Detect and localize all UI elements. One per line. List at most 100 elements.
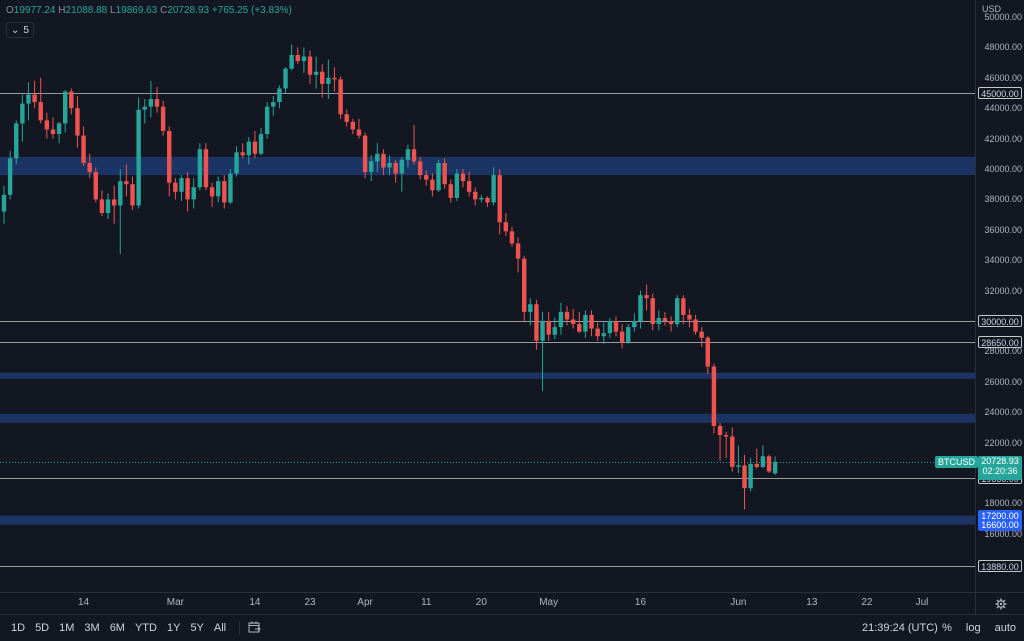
candle-body [271, 102, 276, 107]
candle-body [20, 103, 25, 124]
level-price-tag: 28650.00 [978, 335, 1022, 348]
candle-body [736, 465, 741, 467]
price-tick-label: 50000.00 [984, 12, 1022, 22]
calendar-goto-icon [248, 621, 261, 632]
candle-body [760, 456, 766, 467]
candle-body [240, 152, 245, 156]
time-tick-label: Mar [166, 597, 184, 608]
candle-body [454, 173, 460, 198]
candle-body [26, 94, 31, 104]
timeframe-1m[interactable]: 1M [59, 622, 75, 634]
indicator-count: 5 [23, 24, 29, 36]
timeframe-1d[interactable]: 1D [11, 622, 26, 634]
price-axis[interactable]: USD 16000.0018000.0020000.0022000.002400… [975, 0, 1024, 592]
candle-body [111, 199, 117, 206]
candle-body [479, 197, 484, 200]
candle-body [32, 94, 37, 103]
auto-scale-toggle[interactable]: auto [994, 622, 1016, 634]
candle-body [338, 79, 343, 115]
candle-body [442, 162, 447, 185]
chart-area[interactable]: O19977.24 H21088.88 L19869.63 C20728.93 … [0, 0, 975, 592]
level-price-tag: 13880.00 [978, 560, 1022, 573]
candle-body [142, 106, 147, 110]
candle-body [56, 123, 62, 135]
candle-body [638, 295, 643, 321]
indicators-collapse-button[interactable]: ⌄ 5 [6, 22, 34, 38]
chart-canvas[interactable] [0, 0, 975, 592]
candle-body [7, 158, 13, 195]
candle-body [399, 159, 404, 174]
open-label: O [6, 5, 14, 16]
candle-body [387, 162, 392, 168]
price-tick-label: 42000.00 [984, 133, 1022, 144]
candle-body [252, 141, 258, 154]
price-tick-label: 18000.00 [984, 498, 1022, 509]
candle-body [69, 91, 74, 109]
candle-body [362, 135, 368, 173]
price-tick-label: 44000.00 [984, 103, 1022, 114]
candle-body [393, 162, 398, 174]
candle-body [130, 184, 135, 206]
log-scale-toggle[interactable]: log [965, 622, 981, 634]
percent-scale-toggle[interactable]: % [942, 622, 952, 634]
candle-body [546, 321, 551, 335]
timeframe-3m[interactable]: 3M [84, 622, 100, 634]
time-tick-label: Apr [357, 597, 373, 608]
candle-body [699, 331, 704, 338]
candle-body [754, 463, 759, 467]
time-axis[interactable]: 14 Mar 14 23 Apr 11 20 May 16 Jun 13 22 Jul [0, 592, 975, 615]
candle-body [179, 178, 184, 192]
current-price-value: 20728.93 [981, 455, 1019, 466]
candle-body [436, 162, 441, 191]
time-tick-label: 23 [304, 597, 316, 608]
candle-body [497, 175, 502, 223]
price-tick-label: 46000.00 [984, 72, 1022, 83]
candle-body [730, 436, 735, 467]
candle-body [344, 114, 349, 122]
candle-body [136, 109, 141, 206]
price-tick-label: 48000.00 [984, 42, 1022, 53]
chart-settings-button[interactable] [975, 592, 1024, 615]
candle-body [369, 161, 374, 173]
candle-body [632, 321, 637, 328]
goto-date-button[interactable] [248, 621, 261, 636]
candle-body [570, 319, 576, 325]
timeframe-5y[interactable]: 5Y [190, 622, 204, 634]
candle-body [748, 463, 753, 489]
price-tick-label: 34000.00 [984, 255, 1022, 266]
price-tick-label: 16000.00 [984, 528, 1022, 539]
candle-body [766, 456, 772, 472]
candle-body [503, 222, 509, 232]
candle-body [222, 181, 227, 203]
toolbar-divider [239, 621, 241, 635]
candle-body [650, 298, 655, 325]
candle-body [246, 141, 251, 156]
bottom-toolbar: 1D 5D 1M 3M 6M YTD 1Y 5Y All 21:39:24 (U… [0, 614, 1024, 641]
candle-body [534, 304, 539, 341]
bar-countdown: 02:20:36 [982, 465, 1018, 476]
currency-label: USD [982, 4, 1002, 14]
candle-body [197, 149, 203, 188]
candle-body [118, 181, 123, 206]
candle-body [264, 106, 270, 135]
candle-body [711, 366, 717, 426]
candle-body [466, 181, 472, 192]
candle-body [558, 311, 564, 328]
timeframe-1y[interactable]: 1Y [166, 622, 181, 634]
utc-clock[interactable]: 21:39:24 (UTC) [862, 622, 938, 634]
candle-body [687, 314, 692, 320]
candle-body [424, 175, 429, 180]
close-value: 20728.93 [167, 5, 210, 16]
candle-body [417, 161, 423, 176]
timeframe-6m[interactable]: 6M [109, 622, 125, 634]
candle-body [564, 311, 570, 320]
candle-body [601, 333, 606, 337]
timeframe-5d[interactable]: 5D [35, 622, 50, 634]
candle-body [381, 153, 386, 168]
price-tick-label: 22000.00 [984, 437, 1022, 448]
timeframe-ytd[interactable]: YTD [134, 622, 157, 634]
ohlc-legend: O19977.24 H21088.88 L19869.63 C20728.93 … [6, 5, 292, 16]
candle-body [320, 71, 325, 84]
timeframe-all[interactable]: All [213, 622, 227, 634]
support-zone [0, 372, 975, 379]
